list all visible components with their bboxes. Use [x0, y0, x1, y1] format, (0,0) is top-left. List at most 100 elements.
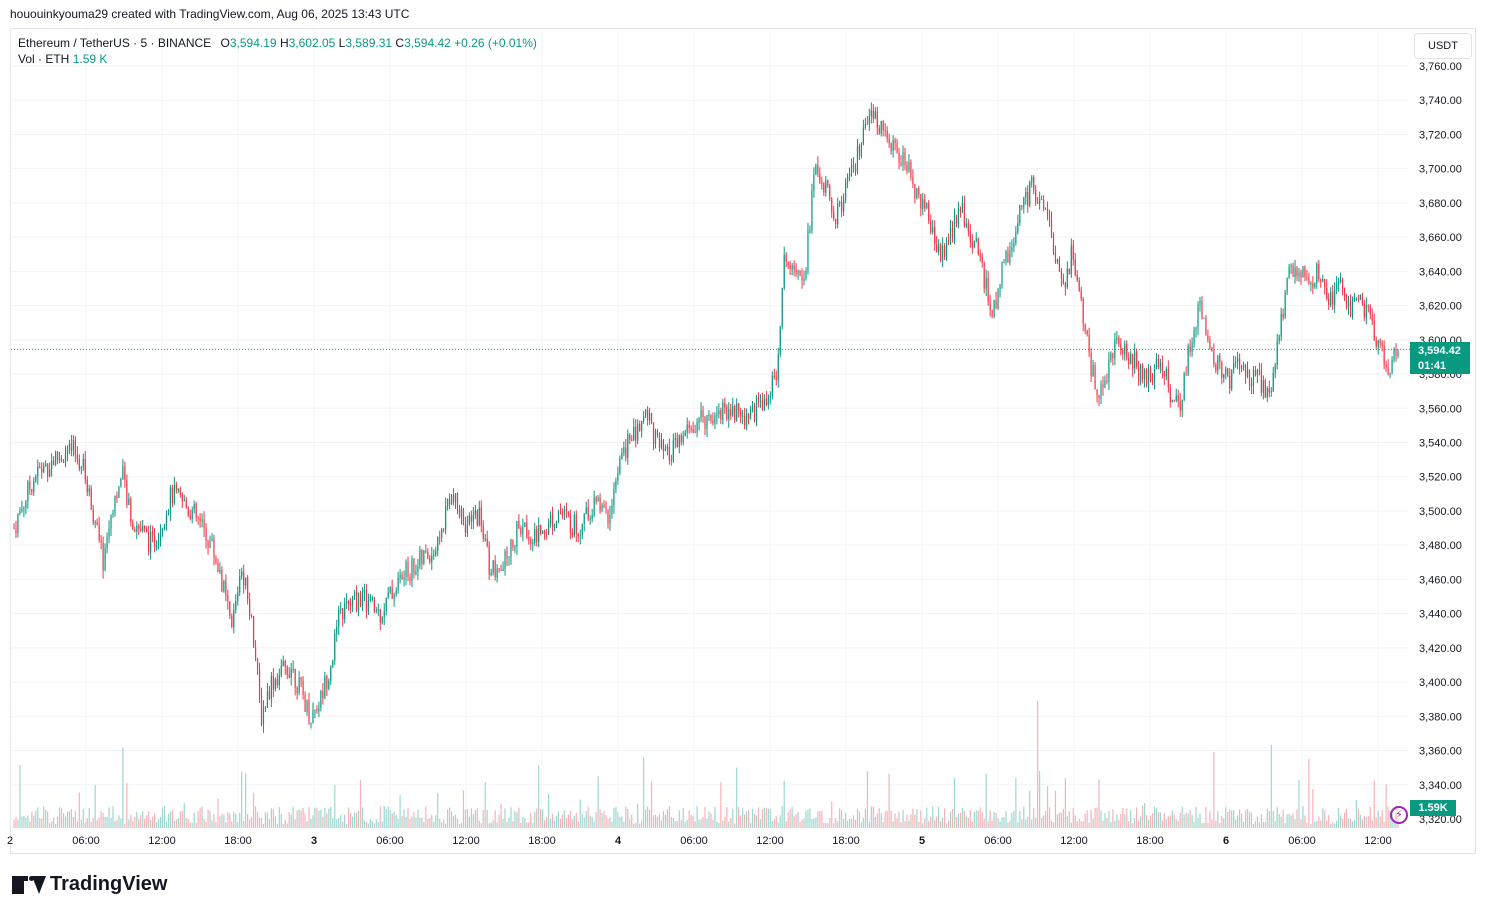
candle-body: [1320, 279, 1322, 282]
candle-body: [280, 665, 282, 676]
candle-body: [1035, 189, 1037, 202]
candle-body: [646, 409, 649, 421]
volume-bar: [540, 809, 542, 828]
volume-bar: [138, 819, 140, 828]
candle-body: [1262, 380, 1264, 393]
candle-body: [704, 416, 706, 429]
volume-bar: [1177, 820, 1179, 828]
volume-bar: [692, 816, 694, 828]
volume-bar: [781, 806, 783, 828]
volume-bar: [906, 814, 908, 828]
candle-body: [1355, 298, 1358, 300]
volume-bar: [1393, 819, 1395, 828]
candle-body: [375, 610, 377, 612]
candle-body: [1389, 373, 1391, 375]
candle-body: [140, 528, 142, 531]
volume-bar: [134, 816, 136, 828]
candle-body: [336, 626, 338, 634]
volume-bar: [1163, 813, 1165, 828]
candle-body: [623, 447, 625, 454]
volume-bar: [1199, 813, 1201, 828]
candle-body: [15, 528, 17, 534]
lightning-icon[interactable]: ⚡: [1390, 806, 1408, 824]
candle-body: [88, 488, 90, 492]
volume-bar: [336, 819, 338, 828]
volume-bar: [635, 822, 637, 828]
volume-bar: [805, 810, 807, 828]
candle-body: [314, 709, 316, 711]
candle-body: [1300, 272, 1302, 278]
candle-body: [1054, 251, 1057, 263]
candle-body: [1359, 294, 1361, 300]
volume-bar: [530, 812, 532, 828]
volume-bar: [757, 807, 760, 828]
volume-bar: [1306, 822, 1308, 828]
ohlc-legend-row: Ethereum / TetherUS · 5 · BINANCE O3,594…: [18, 35, 537, 51]
volume-bar: [45, 809, 47, 828]
candle-body: [1353, 298, 1356, 302]
volume-bar: [94, 785, 96, 828]
candle-body: [247, 577, 249, 600]
volume-bar: [167, 813, 170, 828]
volume-bar: [989, 810, 991, 828]
volume-label[interactable]: Vol · ETH: [18, 52, 70, 66]
currency-button[interactable]: USDT: [1414, 33, 1472, 59]
candle-body: [694, 432, 696, 434]
volume-bar: [498, 814, 500, 828]
volume-bar: [880, 813, 882, 828]
volume-bar: [747, 810, 750, 828]
volume-bar: [1272, 810, 1274, 828]
volume-bar: [199, 807, 201, 828]
candle-body: [415, 571, 417, 575]
volume-bar: [1185, 812, 1187, 828]
volume-bar: [290, 814, 292, 828]
candle-body: [688, 424, 690, 428]
volume-bar: [1126, 808, 1128, 828]
volume-bar: [439, 819, 441, 828]
volume-bar: [1167, 816, 1169, 828]
candle-body: [21, 508, 23, 512]
candle-body: [1096, 389, 1098, 396]
volume-bar: [864, 809, 866, 828]
candle-body: [813, 174, 815, 191]
candle-body: [98, 524, 100, 541]
volume-bar: [348, 807, 350, 828]
symbol-title[interactable]: Ethereum / TetherUS · 5 · BINANCE: [18, 36, 212, 50]
high-label: H: [279, 36, 289, 50]
volume-bar: [1308, 758, 1310, 828]
volume-bar: [23, 815, 25, 828]
candle-body: [532, 542, 534, 544]
candle-body: [1023, 197, 1025, 207]
volume-bar: [454, 814, 457, 828]
volume-bar: [258, 817, 261, 828]
volume-bar: [58, 807, 61, 828]
volume-bar: [47, 811, 49, 828]
candle-body: [1033, 177, 1035, 190]
candle-body: [429, 558, 431, 563]
candle-body: [1068, 268, 1070, 275]
candle-body: [27, 481, 29, 502]
candle-body: [934, 227, 936, 245]
candle-body: [1052, 234, 1055, 252]
candle-body: [924, 199, 926, 209]
candle-body: [1114, 339, 1116, 359]
candle-body: [811, 190, 813, 231]
candle-body: [1118, 337, 1120, 344]
candle-body: [480, 507, 482, 526]
volume-bar: [302, 807, 304, 828]
candle-body: [971, 241, 973, 248]
candle-body: [928, 202, 930, 222]
volume-bar: [1383, 821, 1385, 828]
volume-bar: [829, 817, 831, 828]
candle-body: [775, 377, 777, 381]
candle-body: [1373, 320, 1375, 341]
volume-bar: [718, 822, 720, 828]
candle-body: [951, 227, 954, 237]
volume-bar: [429, 817, 431, 828]
candle-body: [1013, 243, 1015, 247]
volume-bar: [504, 808, 506, 828]
volume-bar: [1239, 809, 1241, 828]
volume-bar: [1322, 808, 1324, 828]
candle-body: [175, 484, 177, 491]
